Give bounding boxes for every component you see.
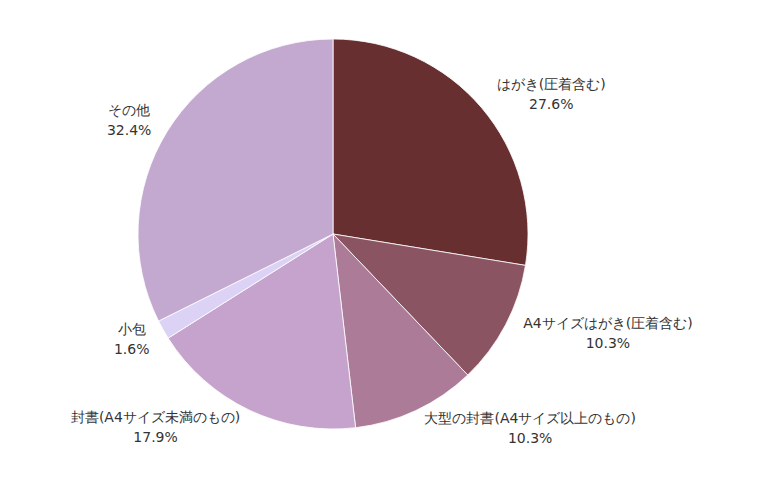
value-label: 27.6% [529,96,573,112]
slice-label: 小包 [118,321,146,337]
chart: はがき(圧着含む) 27.6% A4サイズはがき(圧着含む) 10.3% 大型の封書(A… [0,0,768,486]
slice-label: 大型の封書(A4サイズ以上のもの) [424,410,635,426]
slice [333,39,528,265]
slice-label: A4サイズはがき(圧着含む) [523,315,692,331]
slice-label: 封書(A4サイズ未満のもの) [71,409,240,425]
labels: はがき(圧着含む) 27.6% A4サイズはがき(圧着含む) 10.3% 大型の封書(A… [71,76,693,446]
value-label: 1.6% [114,341,150,357]
value-label: 17.9% [133,429,177,445]
slice [333,234,468,428]
value-label: 32.4% [107,122,151,138]
slices [138,39,528,429]
value-label: 10.3% [586,335,630,351]
slice [138,39,333,321]
value-label: 10.3% [508,430,552,446]
slice-label: はがき(圧着含む) [497,76,606,92]
slice-label: その他 [108,102,150,118]
